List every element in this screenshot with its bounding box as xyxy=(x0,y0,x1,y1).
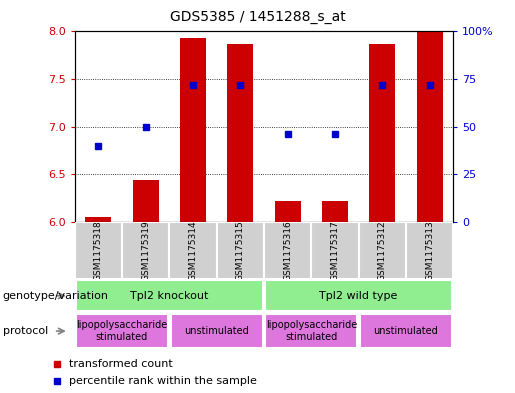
Bar xyxy=(417,31,442,222)
Text: lipopolysaccharide
stimulated: lipopolysaccharide stimulated xyxy=(76,320,167,342)
Bar xyxy=(133,180,159,222)
Bar xyxy=(360,314,452,348)
Bar xyxy=(227,44,253,222)
Bar xyxy=(265,314,357,348)
Text: GSM1175313: GSM1175313 xyxy=(425,220,434,281)
Text: GSM1175317: GSM1175317 xyxy=(331,220,339,281)
Bar xyxy=(85,217,111,222)
Bar xyxy=(169,222,217,279)
Bar xyxy=(75,222,122,279)
Text: lipopolysaccharide
stimulated: lipopolysaccharide stimulated xyxy=(266,320,357,342)
Text: protocol: protocol xyxy=(3,326,48,336)
Bar xyxy=(358,222,406,279)
Text: percentile rank within the sample: percentile rank within the sample xyxy=(69,376,257,386)
Bar xyxy=(265,280,452,311)
Bar xyxy=(180,38,206,222)
Text: Tpl2 wild type: Tpl2 wild type xyxy=(319,291,398,301)
Bar xyxy=(76,314,168,348)
Text: GSM1175315: GSM1175315 xyxy=(236,220,245,281)
Text: GSM1175318: GSM1175318 xyxy=(94,220,103,281)
Bar xyxy=(264,222,311,279)
Text: Tpl2 knockout: Tpl2 knockout xyxy=(130,291,209,301)
Bar xyxy=(369,44,395,222)
Text: unstimulated: unstimulated xyxy=(184,326,249,336)
Text: GSM1175316: GSM1175316 xyxy=(283,220,292,281)
Bar xyxy=(76,280,263,311)
Text: transformed count: transformed count xyxy=(69,358,173,369)
Bar xyxy=(322,201,348,222)
Text: GSM1175319: GSM1175319 xyxy=(141,220,150,281)
Text: unstimulated: unstimulated xyxy=(373,326,438,336)
Bar xyxy=(217,222,264,279)
Bar xyxy=(406,222,453,279)
Bar xyxy=(311,222,358,279)
Text: GSM1175314: GSM1175314 xyxy=(188,220,197,281)
Text: genotype/variation: genotype/variation xyxy=(3,291,109,301)
Bar xyxy=(274,201,301,222)
Text: GSM1175312: GSM1175312 xyxy=(377,220,387,281)
Text: GDS5385 / 1451288_s_at: GDS5385 / 1451288_s_at xyxy=(169,10,346,24)
Bar xyxy=(171,314,263,348)
Bar xyxy=(122,222,169,279)
